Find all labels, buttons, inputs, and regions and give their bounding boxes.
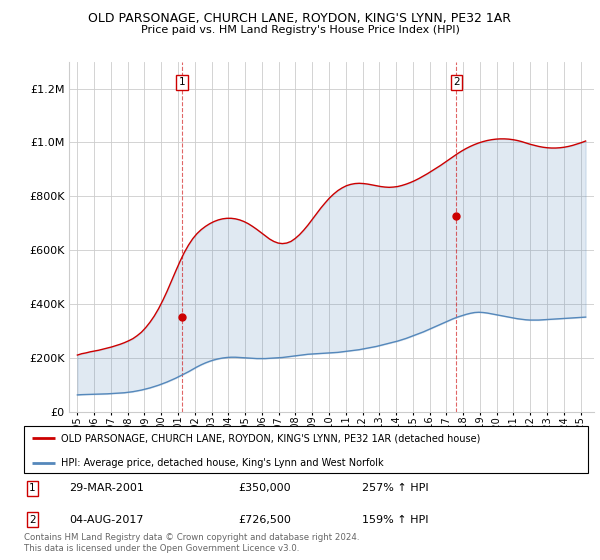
Text: 29-MAR-2001: 29-MAR-2001: [69, 483, 144, 493]
Text: 2: 2: [453, 77, 460, 87]
Text: 1: 1: [179, 77, 185, 87]
Text: 04-AUG-2017: 04-AUG-2017: [69, 515, 143, 525]
Text: Price paid vs. HM Land Registry's House Price Index (HPI): Price paid vs. HM Land Registry's House …: [140, 25, 460, 35]
Text: £350,000: £350,000: [238, 483, 291, 493]
Text: OLD PARSONAGE, CHURCH LANE, ROYDON, KING'S LYNN, PE32 1AR (detached house): OLD PARSONAGE, CHURCH LANE, ROYDON, KING…: [61, 433, 480, 444]
Text: HPI: Average price, detached house, King's Lynn and West Norfolk: HPI: Average price, detached house, King…: [61, 458, 383, 468]
Text: £726,500: £726,500: [238, 515, 291, 525]
Text: Contains HM Land Registry data © Crown copyright and database right 2024.
This d: Contains HM Land Registry data © Crown c…: [24, 533, 359, 553]
Text: 159% ↑ HPI: 159% ↑ HPI: [362, 515, 429, 525]
Text: 1: 1: [29, 483, 36, 493]
Text: 2: 2: [29, 515, 36, 525]
Text: 257% ↑ HPI: 257% ↑ HPI: [362, 483, 429, 493]
Text: OLD PARSONAGE, CHURCH LANE, ROYDON, KING'S LYNN, PE32 1AR: OLD PARSONAGE, CHURCH LANE, ROYDON, KING…: [89, 12, 511, 25]
